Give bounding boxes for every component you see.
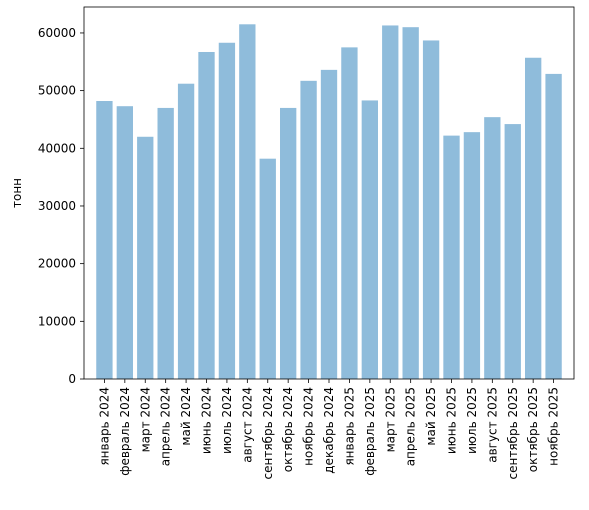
bar [96, 101, 113, 379]
x-tick-label: июль 2025 [465, 387, 479, 454]
y-tick-label: 10000 [38, 314, 76, 328]
x-tick-label: май 2024 [179, 387, 193, 446]
x-tick-label: апрель 2024 [159, 387, 173, 466]
y-axis-label: тонн [10, 178, 24, 208]
bar [218, 42, 236, 379]
bar [239, 24, 256, 379]
bars-layer [96, 24, 562, 380]
bar [137, 136, 154, 379]
x-tick-label: октябрь 2025 [526, 387, 540, 472]
bar [280, 107, 297, 379]
y-tick-label: 60000 [38, 26, 76, 40]
bar [116, 106, 133, 379]
x-tick-label: июнь 2024 [200, 387, 214, 454]
x-tick-label: октябрь 2024 [281, 387, 295, 472]
bar [300, 80, 317, 380]
x-tick-label: ноябрь 2024 [302, 387, 316, 466]
bar [382, 25, 399, 380]
x-axis: январь 2024 февраль 2024 март 2024 апрель 2… [97, 379, 561, 479]
x-tick-label: июнь 2025 [445, 387, 459, 454]
bar [198, 51, 215, 379]
bar [361, 100, 378, 379]
y-tick-label: 30000 [38, 199, 76, 213]
bar [320, 69, 338, 380]
x-tick-label: сентябрь 2024 [261, 387, 275, 479]
bar [402, 27, 419, 380]
y-tick-label: 50000 [38, 84, 76, 98]
bar [504, 124, 521, 379]
bar [443, 135, 460, 379]
y-axis: 0 10000 20000 30000 40000 50000 60000 [38, 26, 84, 386]
y-tick-label: 40000 [38, 141, 76, 155]
bar [259, 158, 276, 379]
x-tick-label: декабрь 2024 [322, 387, 336, 474]
bar [177, 83, 195, 380]
y-tick-label: 20000 [38, 257, 76, 271]
x-tick-label: март 2025 [383, 387, 397, 452]
x-tick-label: июль 2024 [220, 387, 234, 454]
bar [422, 40, 440, 379]
bar [525, 57, 542, 380]
x-tick-label: февраль 2025 [363, 387, 377, 476]
bar [341, 47, 358, 379]
plot-frame [83, 6, 575, 380]
x-tick-label: февраль 2024 [118, 387, 132, 476]
bar [463, 132, 481, 379]
x-tick-label: апрель 2025 [404, 387, 418, 466]
x-tick-label: январь 2025 [342, 387, 356, 466]
x-tick-label: август 2025 [485, 387, 499, 463]
x-tick-label: сентябрь 2025 [506, 387, 520, 479]
bar [484, 117, 501, 379]
x-tick-label: ноябрь 2025 [547, 387, 561, 466]
bar [545, 73, 562, 379]
x-tick-label: май 2025 [424, 387, 438, 446]
x-tick-label: март 2024 [138, 387, 152, 452]
y-tick-label: 0 [68, 372, 76, 386]
bar [157, 107, 174, 379]
x-tick-label: январь 2024 [97, 387, 111, 466]
x-tick-label: август 2024 [240, 387, 254, 463]
